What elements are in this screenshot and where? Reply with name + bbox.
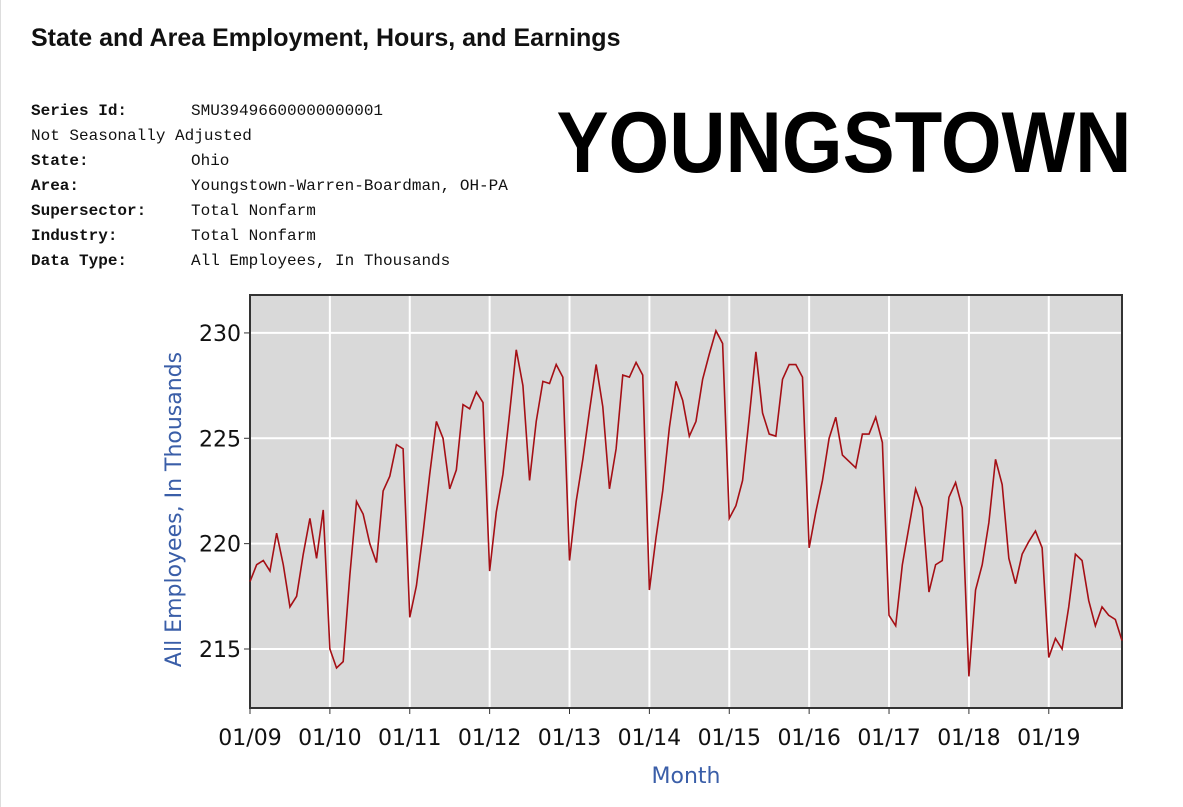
x-tick-label: 01/11 — [378, 726, 441, 751]
x-tick-label: 01/13 — [538, 726, 601, 751]
info-label: Data Type: — [31, 252, 128, 270]
y-tick-label: 215 — [199, 638, 241, 663]
x-tick-label: 01/19 — [1017, 726, 1080, 751]
info-value: Total Nonfarm — [191, 202, 316, 220]
info-label: Supersector: — [31, 202, 147, 220]
info-value: SMU39496600000000001 — [191, 102, 384, 120]
info-label: Series Id: — [31, 102, 128, 120]
info-row: Not Seasonally Adjusted — [31, 124, 508, 149]
x-tick-label: 01/18 — [937, 726, 1000, 751]
x-tick-label: 01/15 — [698, 726, 761, 751]
info-label: Industry: — [31, 227, 118, 245]
info-value: Ohio — [191, 152, 230, 170]
plot-area — [250, 295, 1122, 708]
series-info: Series Id: SMU39496600000000001 Not Season… — [31, 99, 508, 274]
y-tick-label: 230 — [199, 322, 241, 347]
plot-border — [249, 294, 1123, 709]
info-row: Industry: Total Nonfarm — [31, 224, 508, 249]
x-tick-label: 01/14 — [618, 726, 681, 751]
x-tick-label: 01/17 — [857, 726, 920, 751]
x-axis-title: Month — [652, 764, 721, 789]
info-row: Supersector: Total Nonfarm — [31, 199, 508, 224]
info-row: Series Id: SMU39496600000000001 — [31, 99, 508, 124]
info-value: Total Nonfarm — [191, 227, 316, 245]
info-label: Area: — [31, 177, 80, 195]
info-value: All Employees, In Thousands — [191, 252, 451, 270]
city-stamp: YOUNGSTOWN — [557, 95, 1132, 191]
info-value: Youngstown-Warren-Boardman, OH-PA — [191, 177, 508, 195]
info-row: Data Type: All Employees, In Thousands — [31, 249, 508, 274]
info-row: State: Ohio — [31, 149, 508, 174]
y-axis-title: All Employees, In Thousands — [162, 352, 187, 667]
x-tick-label: 01/16 — [777, 726, 840, 751]
y-tick-label: 225 — [199, 427, 241, 452]
info-value: Not Seasonally Adjusted — [31, 127, 252, 145]
x-tick-label: 01/09 — [218, 726, 281, 751]
info-row: Area: Youngstown-Warren-Boardman, OH-PA — [31, 174, 508, 199]
info-label: State: — [31, 152, 89, 170]
data-line — [249, 328, 1123, 677]
x-tick-label: 01/12 — [458, 726, 521, 751]
x-tick-label: 01/10 — [298, 726, 361, 751]
y-tick-label: 220 — [199, 533, 241, 558]
page-title: State and Area Employment, Hours, and Ea… — [31, 24, 621, 52]
